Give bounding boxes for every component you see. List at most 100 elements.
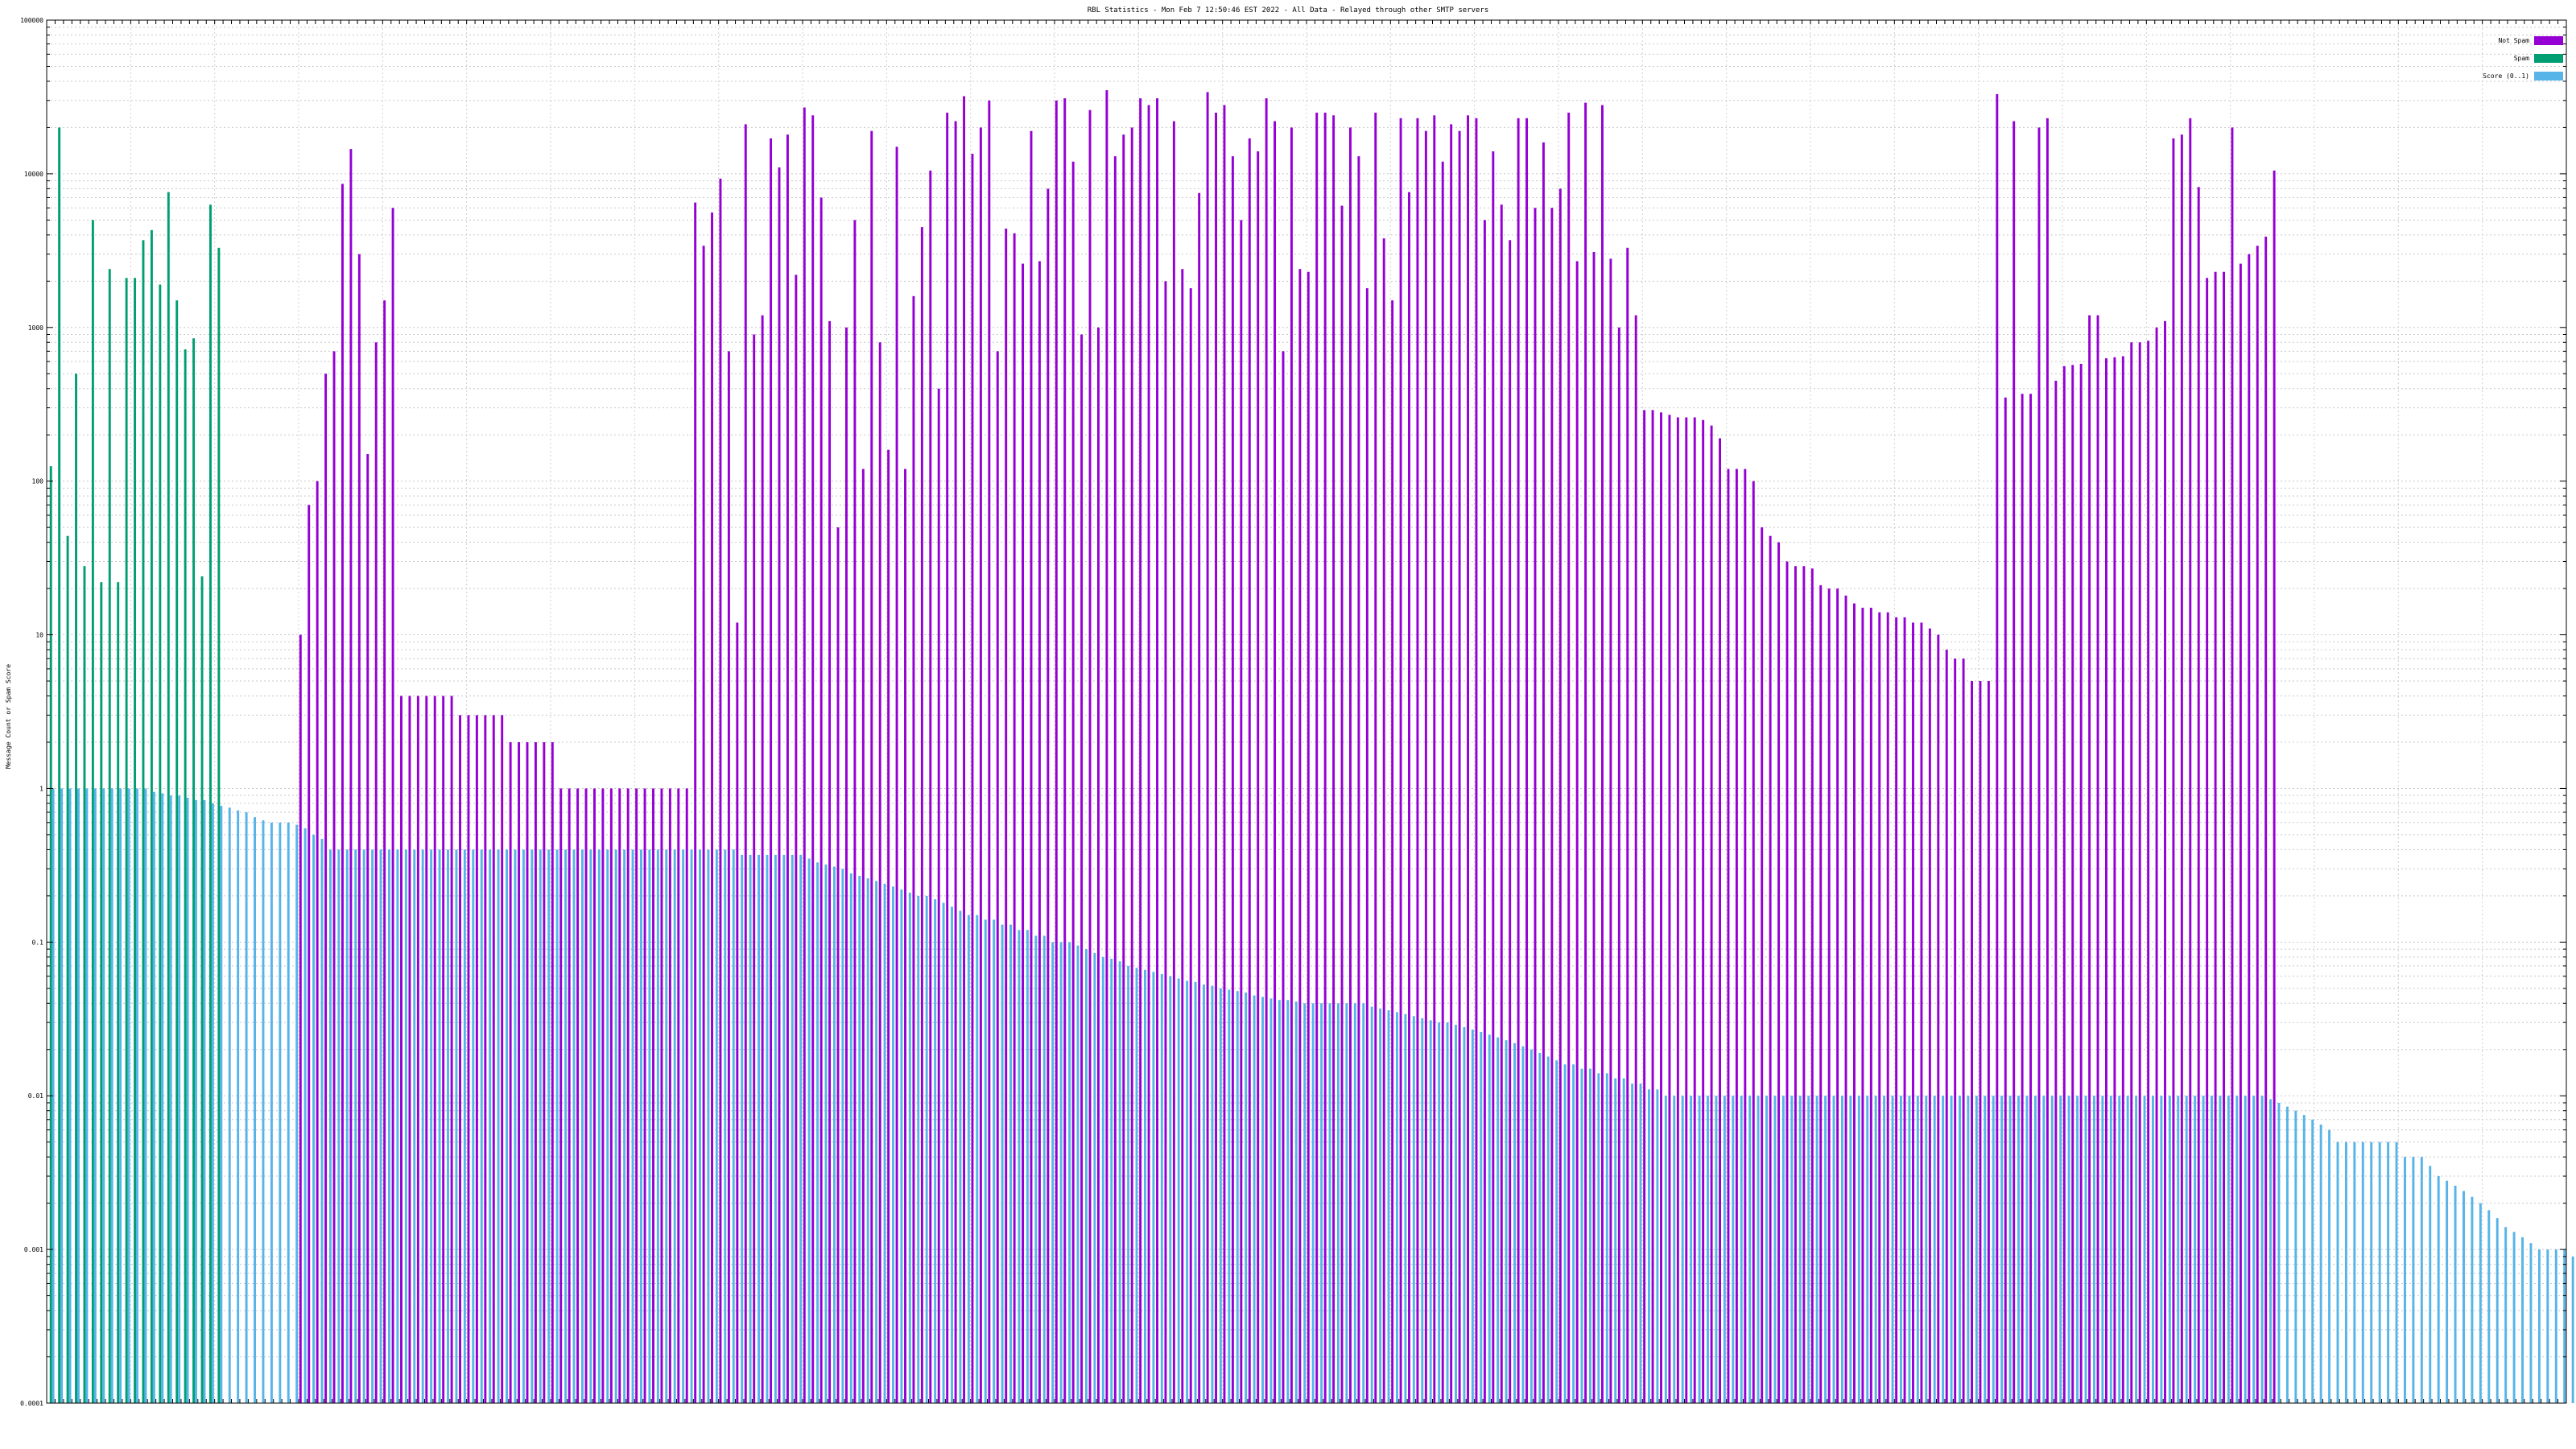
bar — [1609, 258, 1612, 1403]
bar — [2512, 1232, 2516, 1403]
bar — [1886, 612, 1889, 1403]
bar — [1206, 92, 1209, 1404]
bar — [1673, 1096, 1676, 1403]
bar — [1483, 220, 1486, 1403]
bar — [514, 849, 517, 1403]
bar — [2088, 315, 2091, 1403]
bar — [1298, 269, 1302, 1403]
bar — [1844, 595, 1847, 1403]
bar — [682, 849, 685, 1403]
bar — [2319, 1124, 2322, 1403]
bar — [853, 220, 857, 1403]
bar — [2487, 1210, 2491, 1403]
bar — [2471, 1196, 2474, 1403]
bar — [580, 849, 584, 1403]
bar — [917, 895, 920, 1403]
bar — [1046, 188, 1050, 1403]
bar — [942, 902, 945, 1403]
bar — [870, 130, 873, 1403]
bar — [2000, 1096, 2004, 1403]
bar — [841, 869, 844, 1403]
bar — [320, 839, 324, 1403]
bar — [2244, 1096, 2247, 1403]
bar — [741, 854, 744, 1403]
bar — [167, 192, 170, 1403]
bar — [1500, 204, 1503, 1404]
bar — [1651, 410, 1654, 1403]
bar — [127, 788, 130, 1403]
bar — [1517, 118, 1520, 1403]
bar — [749, 854, 752, 1403]
bar — [892, 886, 894, 1403]
bar — [1362, 1003, 1365, 1403]
bar — [715, 849, 718, 1403]
bar — [463, 849, 466, 1403]
bar — [1203, 984, 1205, 1403]
bar — [1135, 968, 1138, 1403]
bar — [1920, 622, 1923, 1403]
bar — [971, 154, 974, 1403]
bar — [597, 849, 601, 1403]
bar — [799, 854, 803, 1403]
bar — [60, 788, 64, 1403]
bar — [1282, 351, 1285, 1404]
bar — [1088, 109, 1092, 1404]
bar — [1164, 281, 1167, 1404]
bar — [652, 788, 654, 1403]
bar — [2062, 365, 2066, 1403]
bar — [1690, 1096, 1693, 1403]
bar — [1869, 607, 1872, 1403]
bar — [1521, 1046, 1525, 1403]
bar — [2130, 342, 2133, 1403]
bar — [1802, 566, 1806, 1404]
bar — [119, 788, 122, 1403]
bar — [2004, 397, 2007, 1404]
bar — [2256, 246, 2259, 1404]
bar — [2231, 127, 2234, 1403]
bar — [1009, 924, 1012, 1403]
y-tick-label: 0.0001 — [20, 1400, 43, 1407]
bar — [1732, 1096, 1735, 1403]
bar — [1707, 1096, 1709, 1403]
bar — [1648, 1089, 1650, 1403]
bar — [1916, 1096, 1919, 1403]
bar — [724, 849, 727, 1403]
bar — [425, 696, 428, 1403]
bar — [391, 208, 394, 1404]
bar — [967, 914, 970, 1403]
y-tick-label: 0.1 — [32, 939, 44, 946]
bar — [2211, 1096, 2213, 1403]
bar — [2361, 1141, 2364, 1403]
bar — [1752, 481, 1755, 1403]
bar — [1933, 1096, 1936, 1403]
bar — [1471, 1029, 1474, 1403]
bar — [484, 715, 487, 1403]
bar — [979, 127, 982, 1403]
bar — [2105, 358, 2107, 1404]
bar — [1492, 151, 1495, 1404]
bar — [832, 866, 836, 1403]
bar — [1172, 121, 1175, 1404]
bar — [450, 696, 453, 1403]
bar — [76, 788, 80, 1403]
bar — [778, 167, 781, 1403]
bar — [2017, 1096, 2020, 1403]
bar — [1336, 1003, 1340, 1403]
bar — [584, 788, 588, 1403]
bar — [228, 807, 231, 1403]
bar — [727, 351, 730, 1404]
bar — [2147, 341, 2150, 1404]
bar — [2554, 1249, 2557, 1403]
bar — [1042, 935, 1046, 1403]
bar — [2092, 1096, 2095, 1403]
bar — [631, 849, 634, 1403]
bar — [1101, 956, 1104, 1403]
bar — [1097, 327, 1100, 1403]
bar — [413, 849, 416, 1403]
bar — [593, 788, 596, 1403]
bar — [1408, 192, 1410, 1403]
bar — [85, 788, 89, 1403]
bar — [2370, 1141, 2373, 1403]
bar — [2135, 1096, 2138, 1403]
bar — [1127, 965, 1130, 1403]
